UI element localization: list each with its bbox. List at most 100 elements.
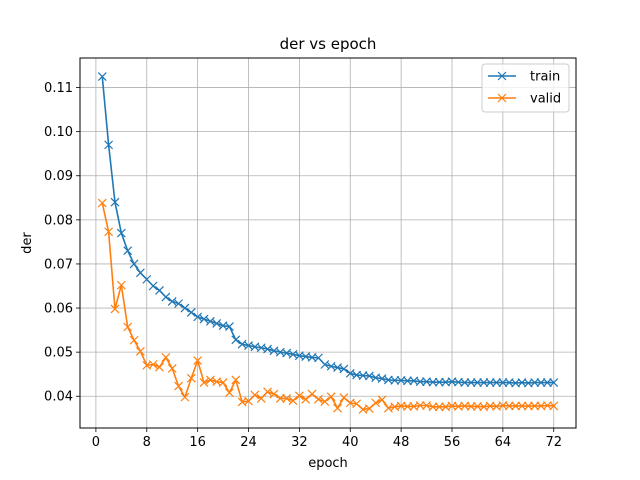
data-point-train (345, 368, 355, 378)
x-tick-label: 16 (189, 435, 206, 450)
data-point-valid (199, 378, 209, 388)
series-train (97, 72, 559, 388)
data-point-valid (116, 280, 126, 290)
data-point-train (129, 259, 139, 269)
data-point-valid (339, 393, 349, 402)
data-point-valid (403, 401, 412, 411)
data-point-train (110, 197, 120, 207)
data-point-valid (523, 401, 533, 411)
y-tick-label: 0.05 (44, 346, 73, 361)
data-point-valid (193, 356, 203, 365)
data-point-train (180, 303, 190, 313)
data-point-train (364, 371, 374, 381)
data-point-valid (282, 394, 292, 403)
data-point-valid (511, 401, 521, 411)
data-point-train (498, 378, 508, 388)
y-tick-label: 0.09 (44, 169, 73, 184)
x-axis-label: epoch (308, 456, 348, 471)
data-point-valid (231, 375, 241, 385)
y-tick-label: 0.08 (44, 213, 73, 228)
data-point-valid (377, 395, 387, 405)
data-point-train (460, 378, 470, 388)
data-point-train (97, 72, 107, 81)
data-point-train (199, 314, 209, 324)
y-tick-label: 0.06 (44, 302, 73, 317)
data-point-train (186, 308, 196, 317)
x-tick-label: 72 (545, 435, 562, 450)
x-tick-label: 56 (444, 435, 461, 450)
data-point-valid (269, 389, 279, 399)
data-point-train (161, 292, 171, 302)
data-point-train (174, 299, 183, 309)
data-point-train (212, 319, 222, 328)
data-point-valid (174, 381, 183, 391)
data-point-train (466, 378, 476, 388)
data-point-valid (320, 397, 330, 406)
x-tick-label: 40 (342, 435, 359, 450)
x-tick-label: 8 (143, 435, 151, 450)
data-point-valid (250, 390, 260, 400)
data-point-valid (205, 375, 215, 385)
series-valid (97, 198, 559, 414)
data-point-valid (123, 322, 133, 332)
data-point-train (320, 360, 330, 369)
data-point-train (263, 344, 273, 354)
x-tick-label: 0 (92, 435, 100, 450)
data-point-valid (434, 402, 444, 412)
y-tick-label: 0.04 (44, 390, 73, 405)
data-point-valid (263, 387, 273, 397)
data-point-valid (307, 389, 317, 399)
data-point-valid (225, 388, 234, 398)
data-point-valid (517, 401, 527, 411)
data-point-valid (326, 392, 336, 402)
data-point-train (428, 377, 438, 387)
data-point-train (479, 378, 489, 388)
data-point-train (415, 377, 425, 387)
legend-marker-valid (497, 93, 507, 103)
data-point-train (225, 322, 234, 331)
x-tick-label: 48 (393, 435, 410, 450)
legend-label-train: train (530, 70, 560, 85)
data-point-valid (161, 353, 171, 362)
data-point-valid (104, 227, 114, 237)
data-point-valid (530, 401, 540, 411)
axes-frame (79, 57, 577, 429)
data-point-train (536, 378, 546, 388)
data-point-valid (288, 396, 298, 406)
data-point-train (205, 316, 215, 326)
data-point-valid (129, 335, 139, 345)
x-tick-label: 32 (291, 435, 308, 450)
data-point-train (193, 312, 203, 322)
legend-label-valid: valid (530, 92, 561, 107)
x-tick-label: 64 (495, 435, 512, 450)
y-tick-label: 0.11 (44, 81, 73, 96)
data-point-train (231, 335, 241, 345)
data-point-train (123, 246, 133, 256)
data-point-train (403, 376, 412, 386)
data-point-valid (135, 346, 145, 356)
data-point-valid (466, 401, 476, 411)
data-point-valid (294, 391, 304, 401)
data-point-valid (167, 364, 177, 373)
data-point-train (549, 378, 559, 388)
data-point-valid (186, 373, 196, 383)
series-layer (97, 72, 559, 414)
data-point-valid (314, 394, 323, 404)
data-point-valid (371, 398, 381, 408)
data-point-valid (155, 362, 164, 372)
y-axis-label: der (20, 232, 35, 254)
data-point-train (485, 378, 495, 388)
chart-title: der vs epoch (280, 35, 377, 53)
data-point-valid (428, 402, 438, 412)
data-point-train (116, 228, 126, 238)
data-point-train (104, 140, 114, 150)
y-tick-label: 0.07 (44, 257, 73, 272)
data-point-valid (275, 394, 285, 403)
data-point-train (167, 297, 177, 306)
grid-lines (80, 58, 576, 428)
data-point-valid (301, 394, 311, 404)
y-tick-label: 0.10 (44, 125, 73, 140)
data-point-train (339, 364, 349, 374)
data-point-valid (148, 360, 158, 369)
